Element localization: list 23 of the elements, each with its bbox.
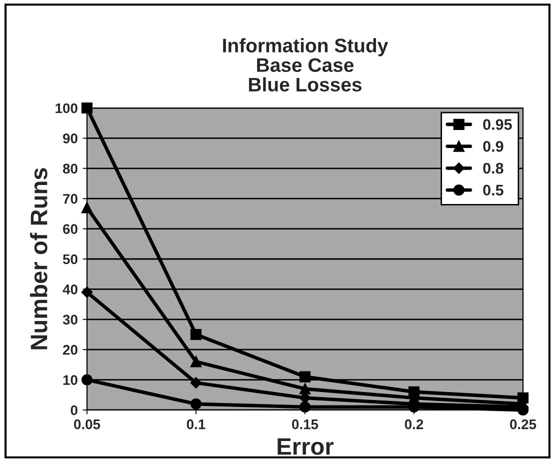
x-tick-label: 0.2: [404, 419, 424, 430]
x-tick-label: 0.05: [74, 419, 100, 430]
x-axis-title: Error: [278, 438, 334, 455]
y-tick-label: 90: [63, 134, 78, 144]
y-tick-label: 100: [56, 103, 78, 114]
y-tick-label: 80: [62, 164, 78, 174]
y-tick-label: 30: [62, 314, 78, 325]
y-tick-label: 60: [63, 224, 78, 234]
legend-label: 0.9: [483, 140, 504, 152]
y-axis-title: Number of Runs: [30, 168, 48, 350]
x-tick-label: 0.1: [186, 419, 206, 430]
y-tick-label: 0: [70, 405, 78, 416]
y-tick-label: 20: [63, 344, 78, 355]
y-tick-label: 10: [63, 375, 78, 385]
y-tick-label: 70: [63, 194, 78, 204]
legend-label: 0.95: [483, 119, 512, 130]
x-tick-label: 0.15: [292, 419, 318, 430]
chart-title: Information Study Base Case Blue Losses: [223, 38, 388, 92]
x-tick-label: 0.25: [510, 419, 536, 430]
y-tick-label: 50: [62, 254, 78, 264]
legend-label: 0.8: [483, 162, 504, 174]
y-tick-label: 40: [62, 284, 78, 294]
legend-label: 0.5: [483, 184, 504, 196]
